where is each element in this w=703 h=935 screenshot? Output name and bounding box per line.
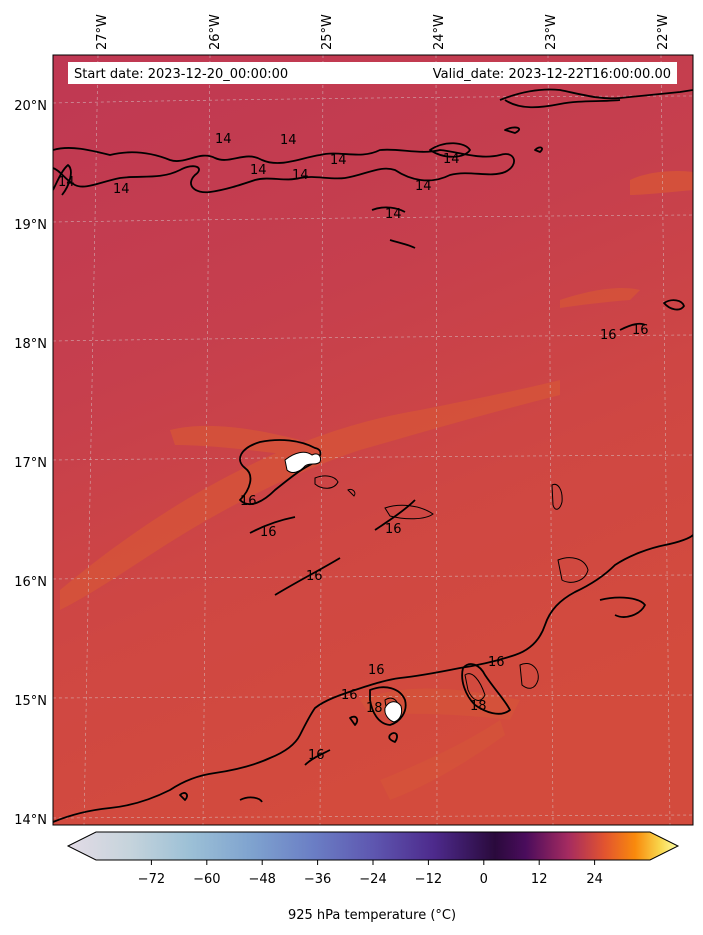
colorbar-ticks: −72 −60 −48 −36 −24 −12 0 12 24 bbox=[138, 860, 603, 887]
lon-label: 25°W bbox=[320, 14, 335, 50]
contour-label: 18 bbox=[366, 701, 383, 716]
contour-label: 16 bbox=[308, 748, 325, 763]
contour-label: 14 bbox=[385, 207, 402, 222]
warm-patches bbox=[60, 170, 693, 800]
colorbar-bar bbox=[66, 831, 680, 861]
lat-label: 18°N bbox=[14, 337, 47, 352]
lat-label: 16°N bbox=[14, 575, 47, 590]
contour-label: 14 bbox=[415, 179, 432, 194]
colorbar-label: 925 hPa temperature (°C) bbox=[288, 908, 456, 923]
lon-label: 23°W bbox=[544, 14, 559, 50]
longitude-labels: 27°W 26°W 25°W 24°W 23°W 22°W bbox=[95, 14, 671, 50]
colorbar-tick-label: −12 bbox=[415, 872, 442, 887]
lat-label: 20°N bbox=[14, 99, 47, 114]
contour-label: 16 bbox=[341, 688, 358, 703]
contour-label: 16 bbox=[240, 494, 257, 509]
contour-label: 14 bbox=[443, 152, 460, 167]
map-area: 14 14 14 14 14 14 14 14 14 14 16 16 16 1… bbox=[53, 55, 693, 825]
contour-label: 14 bbox=[250, 163, 267, 178]
contour-label: 16 bbox=[368, 663, 385, 678]
colorbar-tick-label: −36 bbox=[304, 872, 331, 887]
contour-label: 18 bbox=[470, 699, 487, 714]
colorbar: −72 −60 −48 −36 −24 −12 0 12 24 925 hPa temperat… bbox=[66, 831, 680, 923]
map-frame bbox=[52, 54, 694, 826]
colorbar-tick-label: −48 bbox=[248, 872, 275, 887]
lat-label: 14°N bbox=[14, 813, 47, 828]
valid-date: Valid_date: 2023-12-22T16:00:00.00 bbox=[433, 67, 671, 82]
lon-label: 27°W bbox=[95, 14, 110, 50]
contour-label: 16 bbox=[600, 328, 617, 343]
contour-label: 16 bbox=[306, 569, 323, 584]
contour-label: 14 bbox=[280, 133, 297, 148]
contour-label: 16 bbox=[260, 525, 277, 540]
colorbar-tick-label: −24 bbox=[359, 872, 386, 887]
contour-label: 14 bbox=[292, 168, 309, 183]
lon-label: 22°W bbox=[656, 14, 671, 50]
contour-label: 16 bbox=[488, 655, 505, 670]
graticule bbox=[53, 55, 693, 825]
contour-label: 14 bbox=[58, 175, 75, 190]
contour-label: 16 bbox=[385, 522, 402, 537]
contour-label: 14 bbox=[113, 182, 130, 197]
latitude-labels: 20°N 19°N 18°N 17°N 16°N 15°N 14°N bbox=[14, 99, 47, 828]
header-box: Start date: 2023-12-20_00:00:00 Valid_da… bbox=[68, 62, 677, 84]
lat-label: 17°N bbox=[14, 456, 47, 471]
lon-label: 24°W bbox=[432, 14, 447, 50]
contour-labels: 14 14 14 14 14 14 14 14 14 14 16 16 16 1… bbox=[58, 132, 649, 763]
lon-label: 26°W bbox=[208, 14, 223, 50]
contour-label: 16 bbox=[632, 323, 649, 338]
lat-label: 15°N bbox=[14, 694, 47, 709]
colorbar-tick-label: 12 bbox=[531, 872, 548, 887]
contour-label: 14 bbox=[215, 132, 232, 147]
missing-data-regions bbox=[284, 451, 403, 723]
colorbar-tick-label: 24 bbox=[586, 872, 603, 887]
colorbar-tick-label: −72 bbox=[138, 872, 165, 887]
start-date: Start date: 2023-12-20_00:00:00 bbox=[74, 67, 288, 82]
colorbar-tick-label: −60 bbox=[193, 872, 220, 887]
contour-label: 14 bbox=[330, 153, 347, 168]
colorbar-tick-label: 0 bbox=[480, 872, 488, 887]
lat-label: 19°N bbox=[14, 218, 47, 233]
contour-lines bbox=[53, 88, 693, 823]
